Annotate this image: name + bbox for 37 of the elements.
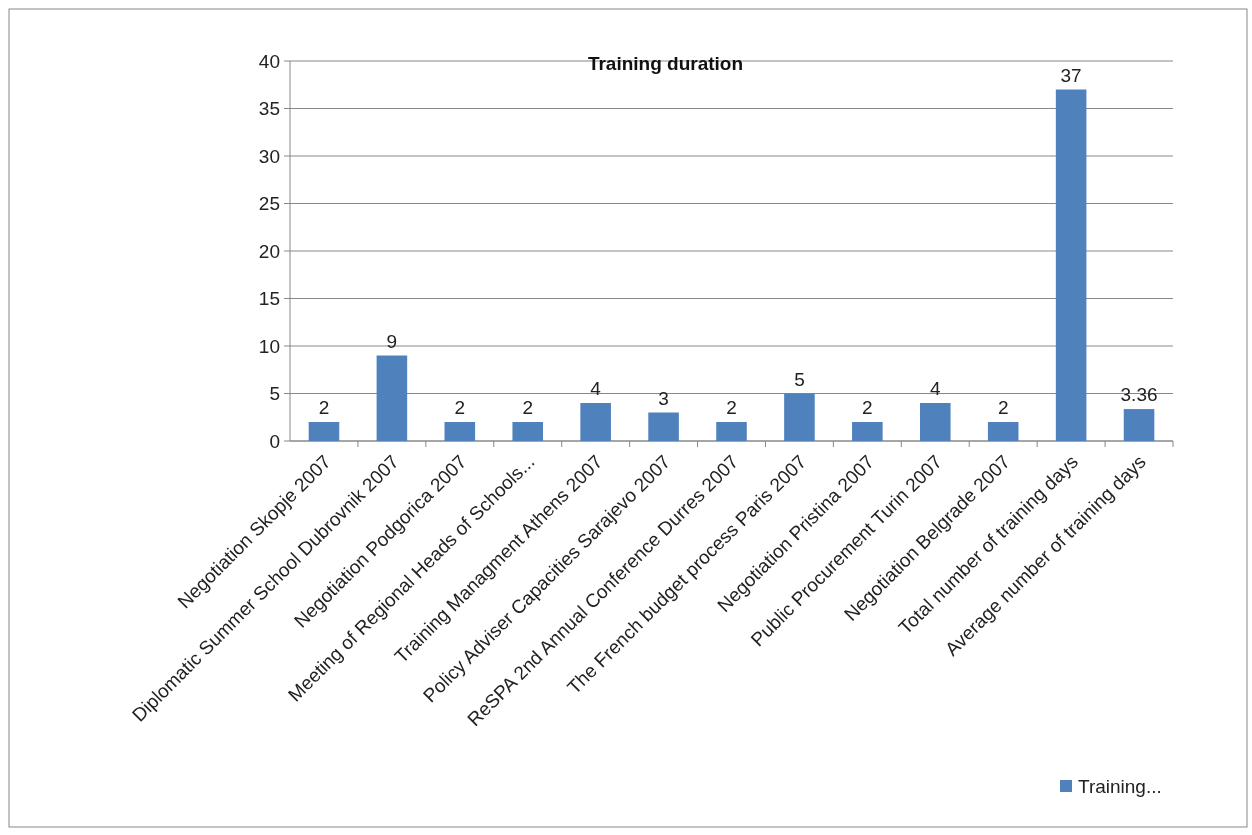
bar (716, 422, 747, 441)
data-label: 4 (590, 378, 602, 399)
bar (1123, 409, 1155, 441)
bar (987, 422, 1019, 441)
data-label: 5 (794, 368, 805, 390)
y-tick-label: 35 (258, 98, 280, 120)
y-tick-label: 0 (269, 430, 280, 452)
y-tick-label: 15 (258, 288, 280, 310)
bar (852, 422, 883, 441)
data-label: 3.36 (1120, 384, 1158, 406)
y-tick-label: 25 (258, 193, 280, 215)
bar (444, 422, 476, 441)
y-tick-label: 20 (258, 240, 280, 262)
y-tick-label: 10 (258, 335, 280, 357)
data-label: 2 (522, 397, 534, 418)
chart-title: Training duration (587, 53, 744, 74)
bar (1055, 89, 1087, 441)
y-tick-label: 40 (258, 50, 280, 72)
data-label: 2 (454, 397, 466, 418)
legend-label: Training... (1078, 775, 1162, 797)
y-tick-label: 30 (258, 145, 280, 167)
data-label: 9 (386, 330, 398, 352)
data-label: 2 (318, 397, 330, 418)
bar (308, 422, 340, 441)
bar (376, 355, 408, 441)
bar (784, 393, 815, 441)
data-label: 4 (929, 378, 941, 399)
bar (919, 403, 951, 441)
bar (648, 412, 679, 441)
data-label: 2 (726, 397, 737, 418)
y-tick-label: 5 (269, 383, 280, 405)
bar (512, 422, 544, 441)
data-label: 2 (862, 397, 873, 418)
data-label: 3 (658, 387, 669, 409)
bar (580, 403, 611, 441)
data-label: 2 (997, 397, 1009, 418)
data-label: 37 (1060, 64, 1082, 86)
